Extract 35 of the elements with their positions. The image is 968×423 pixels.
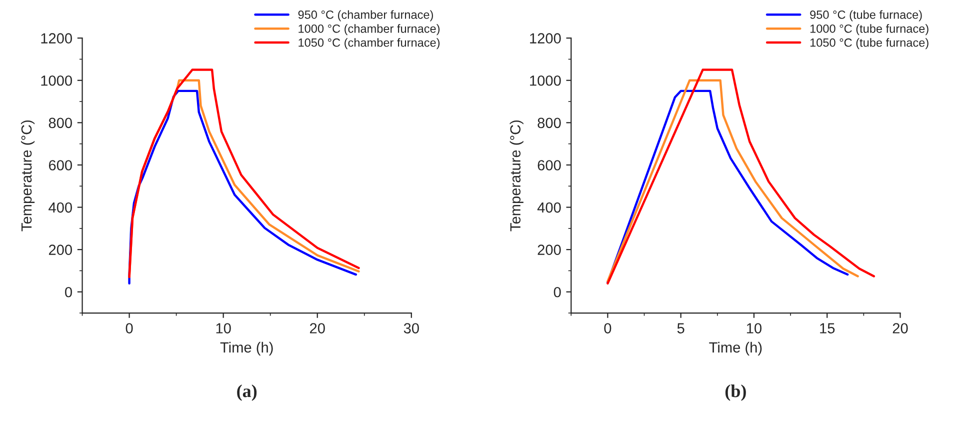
legend-label: 950 °C (tube furnace) — [810, 10, 922, 22]
x-tick-label: 0 — [604, 323, 612, 334]
y-tick-label: 400 — [48, 202, 72, 213]
x-axis-title: Time (h) — [709, 342, 762, 356]
y-tick-label: 800 — [48, 118, 72, 128]
x-tick-label: 0 — [126, 323, 133, 334]
y-tick-label: 600 — [538, 160, 561, 170]
x-tick-label: 15 — [820, 323, 835, 334]
x-tick-label: 30 — [404, 323, 419, 334]
y-tick-label: 800 — [538, 118, 561, 128]
x-tick-label: 10 — [746, 323, 762, 334]
x-tick-label: 20 — [310, 323, 325, 334]
legend-label: 1050 °C (chamber furnace) — [298, 38, 440, 50]
x-axis-title: Time (h) — [220, 342, 273, 356]
legend-label: 1000 °C (chamber furnace) — [298, 24, 440, 36]
y-tick-label: 0 — [65, 286, 72, 298]
text: (b) — [725, 384, 746, 401]
y-tick-label: 200 — [48, 244, 72, 255]
x-tick-label: 10 — [216, 323, 231, 334]
y-tick-label: 400 — [537, 202, 561, 213]
y-tick-label: 1200 — [530, 33, 561, 44]
y-tick-label: 600 — [48, 160, 72, 170]
legend-label: 1050 °C (tube furnace) — [810, 38, 928, 50]
x-tick-label: 5 — [677, 323, 684, 334]
y-tick-label: 1000 — [41, 75, 72, 86]
y-axis-title: Temperature (°C) — [20, 120, 35, 232]
x-tick-label: 20 — [892, 323, 908, 334]
y-tick-label: 1200 — [41, 33, 72, 44]
y-tick-label: 200 — [538, 244, 561, 255]
y-axis-title: Temperature (°C) — [510, 120, 524, 232]
y-tick-label: 1000 — [530, 75, 561, 86]
text: (a) — [237, 384, 257, 401]
y-tick-label: 0 — [554, 286, 561, 298]
legend-label: 1000 °C (tube furnace) — [810, 24, 928, 36]
legend-label: 950 °C (chamber furnace) — [298, 10, 433, 22]
